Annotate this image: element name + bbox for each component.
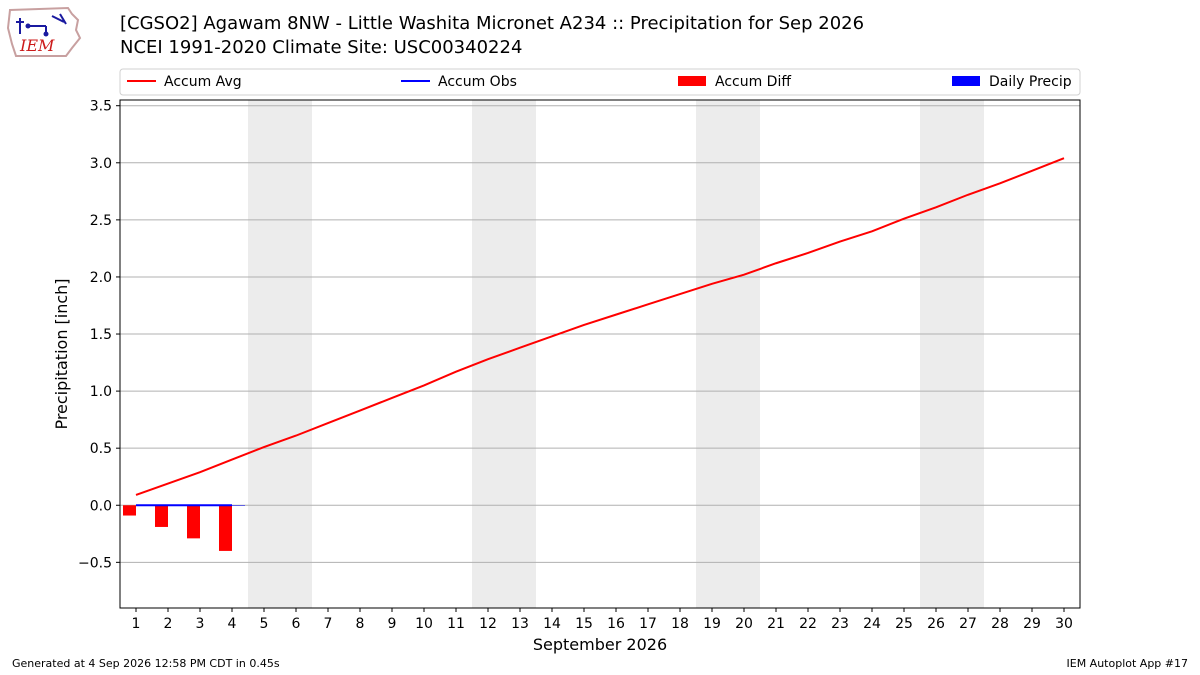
accum-diff-bar	[123, 505, 136, 516]
x-tick-label: 15	[575, 616, 593, 632]
x-tick-label: 24	[863, 616, 881, 632]
y-tick-label: 2.5	[90, 213, 112, 229]
x-tick-label: 12	[479, 616, 497, 632]
x-tick-label: 20	[735, 616, 753, 632]
y-tick-label: 0.0	[90, 498, 112, 514]
x-tick-label: 2	[164, 616, 173, 632]
generated-timestamp: Generated at 4 Sep 2026 12:58 PM CDT in …	[12, 657, 280, 670]
accum-avg-line	[135, 157, 1065, 496]
plot-frame	[119, 99, 1081, 609]
legend-label: Accum Obs	[438, 74, 517, 90]
legend-label: Daily Precip	[989, 74, 1072, 90]
chart-title: [CGSO2] Agawam 8NW - Little Washita Micr…	[120, 13, 865, 34]
legend-swatch-bar	[678, 76, 706, 86]
y-ticks: −0.5 0.0 0.5 1.0 1.5 2.0 2.5 3.0 3.5	[78, 99, 120, 571]
weekend-band	[696, 100, 760, 608]
x-tick-label: 28	[991, 616, 1009, 632]
y-axis-label: Precipitation [inch]	[52, 278, 71, 429]
x-tick-label: 22	[799, 616, 817, 632]
x-tick-label: 8	[356, 616, 365, 632]
x-tick-label: 26	[927, 616, 945, 632]
x-tick-label: 29	[1023, 616, 1041, 632]
x-ticks: 1 2 3 4 5 6 7 8 9 10 11 12 13 14 15 16 17 18 19 20 21 22 23 24 2…	[132, 608, 1073, 632]
x-tick-label: 7	[324, 616, 333, 632]
x-tick-label: 10	[415, 616, 433, 632]
app-label: IEM Autoplot App #17	[1066, 657, 1189, 670]
x-tick-label: 21	[767, 616, 785, 632]
legend-box	[119, 68, 1081, 96]
weekend-band	[248, 100, 312, 608]
y-tick-label: 1.5	[90, 327, 112, 343]
x-tick-label: 16	[607, 616, 625, 632]
x-tick-label: 17	[639, 616, 657, 632]
x-tick-label: 3	[196, 616, 205, 632]
accum-diff-bar	[155, 505, 168, 527]
legend-label: Accum Diff	[715, 74, 791, 90]
iem-logo: IEM	[6, 4, 82, 60]
x-tick-label: 5	[260, 616, 269, 632]
chart-subtitle: NCEI 1991-2020 Climate Site: USC00340224	[120, 37, 523, 58]
legend-label: Accum Avg	[164, 74, 242, 90]
x-tick-label: 14	[543, 616, 561, 632]
y-tick-label: 3.0	[90, 156, 112, 172]
data-marks	[123, 157, 1065, 551]
daily-precip-bar	[232, 505, 245, 506]
legend: Accum Avg Accum Obs Accum Diff Daily Precip	[119, 68, 1081, 96]
x-tick-label: 30	[1055, 616, 1073, 632]
x-tick-label: 9	[388, 616, 397, 632]
y-tick-label: 3.5	[90, 99, 112, 115]
weekend-band	[920, 100, 984, 608]
x-tick-label: 4	[228, 616, 237, 632]
x-tick-label: 1	[132, 616, 141, 632]
y-tick-label: 0.5	[90, 441, 112, 457]
x-tick-label: 23	[831, 616, 849, 632]
x-tick-label: 25	[895, 616, 913, 632]
accum-diff-bar	[187, 505, 200, 539]
x-tick-label: 11	[447, 616, 465, 632]
x-tick-label: 13	[511, 616, 529, 632]
legend-swatch-bar	[952, 76, 980, 86]
x-axis-label: September 2026	[533, 635, 667, 654]
y-tick-label: 1.0	[90, 384, 112, 400]
x-tick-label: 18	[671, 616, 689, 632]
y-tick-label: 2.0	[90, 270, 112, 286]
x-tick-label: 27	[959, 616, 977, 632]
y-tick-label: −0.5	[78, 555, 112, 571]
y-gridlines	[120, 105, 1080, 563]
accum-diff-bar	[219, 505, 232, 551]
x-tick-label: 19	[703, 616, 721, 632]
logo-wordmark: IEM	[19, 36, 55, 55]
weekend-shading	[248, 100, 984, 608]
x-tick-label: 6	[292, 616, 301, 632]
